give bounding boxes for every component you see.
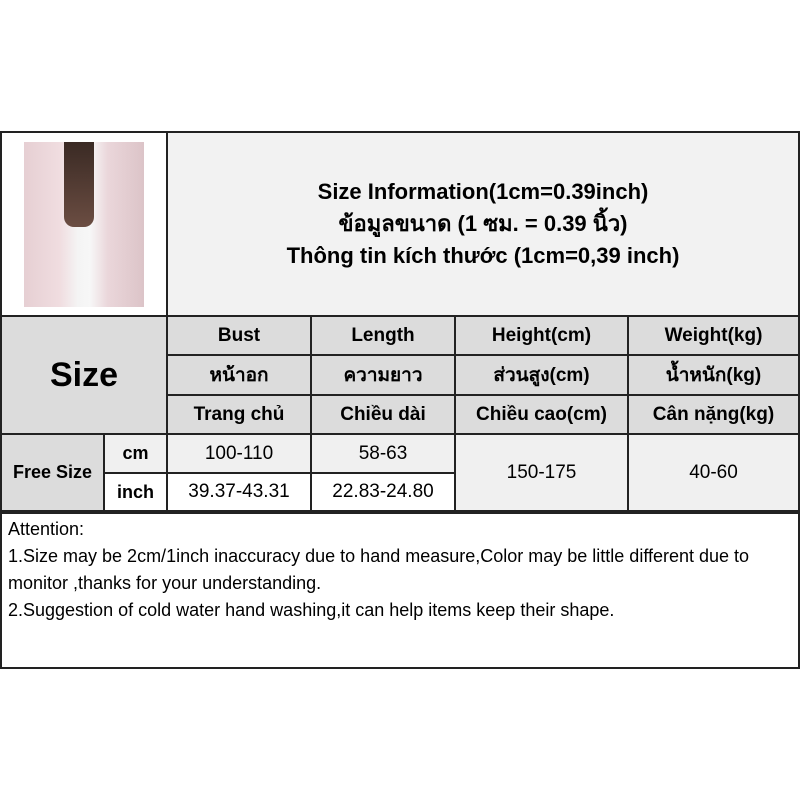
- attention-note-1: 1.Size may be 2cm/1inch inaccuracy due t…: [8, 546, 755, 593]
- weight-value: 40-60: [627, 433, 800, 512]
- height-header-en: Height(cm): [454, 315, 629, 356]
- height-value: 150-175: [454, 433, 629, 512]
- attention-note-2: 2.Suggestion of cold water hand washing,…: [8, 600, 615, 620]
- weight-header-vi: Cân nặng(kg): [627, 394, 800, 435]
- length-inch-value: 22.83-24.80: [310, 472, 456, 512]
- bust-header-th: หน้าอก: [166, 354, 312, 396]
- title-english: Size Information(1cm=0.39inch): [317, 179, 649, 204]
- attention-heading: Attention:: [8, 519, 85, 539]
- length-cm-value: 58-63: [310, 433, 456, 474]
- weight-header-th: น้ำหนัก(kg): [627, 354, 800, 396]
- weight-header-en: Weight(kg): [627, 315, 800, 356]
- bust-header-en: Bust: [166, 315, 312, 356]
- title-cell: Size Information(1cm=0.39inch) ข้อมูลขนา…: [166, 131, 800, 317]
- bust-header-vi: Trang chủ: [166, 394, 312, 435]
- height-header-vi: Chiều cao(cm): [454, 394, 629, 435]
- height-header-th: ส่วนสูง(cm): [454, 354, 629, 396]
- attention-section: Attention: 1.Size may be 2cm/1inch inacc…: [0, 512, 800, 669]
- inch-unit-label: inch: [103, 472, 168, 512]
- title-thai: ข้อมูลขนาด (1 ซม. = 0.39 นิ้ว): [338, 211, 628, 236]
- length-header-th: ความยาว: [310, 354, 456, 396]
- free-size-label: Free Size: [0, 433, 105, 512]
- length-header-vi: Chiều dài: [310, 394, 456, 435]
- bust-cm-value: 100-110: [166, 433, 312, 474]
- title-vietnamese: Thông tin kích thước (1cm=0,39 inch): [286, 243, 680, 268]
- bust-inch-value: 39.37-43.31: [166, 472, 312, 512]
- cm-unit-label: cm: [103, 433, 168, 474]
- length-header-en: Length: [310, 315, 456, 356]
- size-header: Size: [0, 315, 168, 435]
- product-photo-detail: [64, 142, 94, 227]
